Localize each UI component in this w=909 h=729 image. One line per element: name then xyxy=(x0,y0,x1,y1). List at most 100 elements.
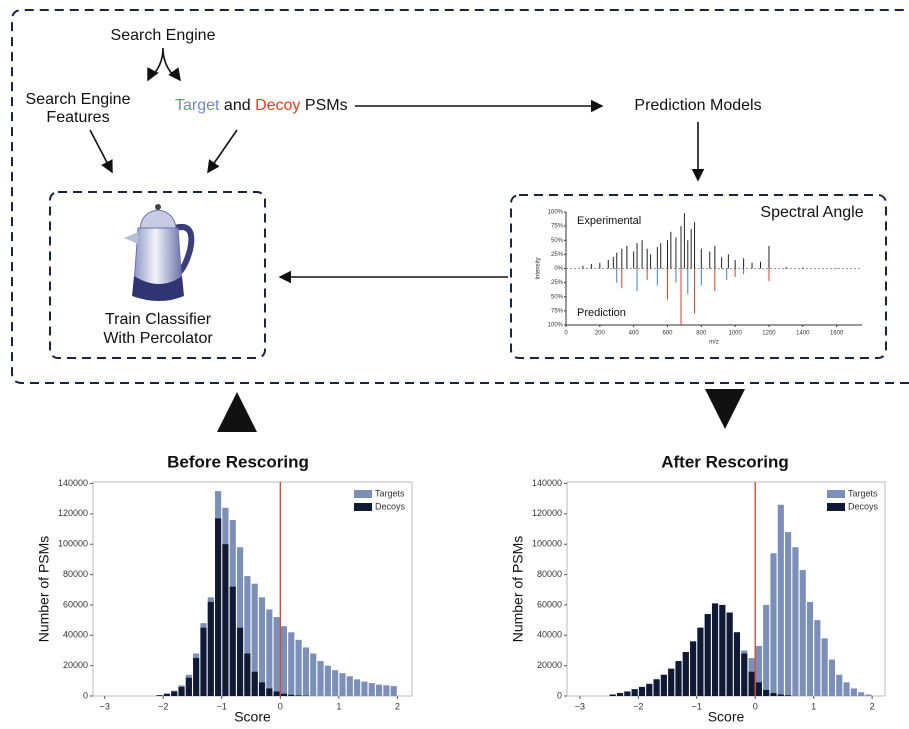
bar xyxy=(208,602,214,696)
bar xyxy=(778,505,784,696)
bar xyxy=(697,628,703,696)
series-label: Experimental xyxy=(577,215,641,227)
series-label: Prediction xyxy=(577,307,626,319)
bar xyxy=(259,597,265,696)
bar xyxy=(332,670,338,696)
bar xyxy=(778,694,784,696)
y-tick-label: 25% xyxy=(551,280,564,286)
bar xyxy=(215,518,221,696)
bar xyxy=(325,666,331,696)
x-tick-label: 1600 xyxy=(830,331,844,337)
bar xyxy=(683,652,689,696)
x-tick-label: −3 xyxy=(100,701,110,711)
x-tick-label: −2 xyxy=(158,701,168,711)
legend-swatch xyxy=(827,503,845,511)
label: With Percolator xyxy=(103,330,213,347)
legend-label: Targets xyxy=(375,488,405,498)
label: and xyxy=(224,97,251,114)
y-axis-label: Number of PSMs xyxy=(36,536,52,643)
bar xyxy=(281,626,287,696)
label: Target xyxy=(175,97,220,114)
bar xyxy=(237,628,243,696)
bar xyxy=(719,605,725,696)
x-tick-label: 0 xyxy=(753,701,758,711)
bar xyxy=(296,640,302,696)
bar xyxy=(281,694,287,696)
x-axis-label: Score xyxy=(708,709,745,725)
legend-swatch xyxy=(354,490,372,498)
bar xyxy=(792,547,798,696)
bar xyxy=(230,587,236,696)
legend-label: Targets xyxy=(848,488,878,498)
x-tick-label: 800 xyxy=(696,331,707,337)
bar xyxy=(836,675,842,696)
bar xyxy=(252,672,258,696)
legend-label: Decoys xyxy=(375,501,406,511)
y-tick-label: 40000 xyxy=(537,630,562,640)
label: Train Classifier xyxy=(105,311,212,328)
x-tick-label: 600 xyxy=(662,331,673,337)
bar xyxy=(785,532,791,696)
bar xyxy=(369,683,375,696)
bar xyxy=(624,691,630,696)
y-tick-label: 80000 xyxy=(537,569,562,579)
y-tick-label: 120000 xyxy=(532,508,562,518)
label: Features xyxy=(46,109,109,126)
bar xyxy=(763,690,769,696)
bar xyxy=(244,654,250,696)
bar xyxy=(361,682,367,696)
bar xyxy=(785,695,791,696)
x-axis-label: Score xyxy=(234,709,271,725)
label: Decoy xyxy=(255,97,300,114)
x-tick-label: 1200 xyxy=(762,331,776,337)
bar xyxy=(310,654,316,696)
bar xyxy=(617,693,623,696)
y-tick-label: 75% xyxy=(551,308,564,314)
bar xyxy=(661,675,667,696)
bar xyxy=(288,632,294,696)
bar xyxy=(800,570,806,696)
x-tick-label: 1000 xyxy=(728,331,742,337)
y-tick-label: 20000 xyxy=(63,660,88,670)
y-tick-label: 60000 xyxy=(537,599,562,609)
bar xyxy=(843,682,849,696)
x-axis-label: m/z xyxy=(709,340,719,346)
y-tick-label: 50% xyxy=(551,238,564,244)
bar xyxy=(770,553,776,696)
bar xyxy=(157,695,163,696)
x-tick-label: −1 xyxy=(692,701,702,711)
bar xyxy=(354,679,360,696)
x-tick-label: 0 xyxy=(564,331,568,337)
bar xyxy=(822,638,828,696)
y-tick-label: 100% xyxy=(548,210,564,216)
label: PSMs xyxy=(305,97,348,114)
bar xyxy=(288,695,294,696)
bar xyxy=(829,660,835,696)
y-tick-label: 140000 xyxy=(58,478,88,488)
x-tick-label: 400 xyxy=(629,331,640,337)
bar xyxy=(376,685,382,696)
bar xyxy=(675,661,681,696)
legend-label: Decoys xyxy=(848,501,879,511)
label: Target and Decoy PSMs xyxy=(175,97,348,114)
bar xyxy=(734,632,740,696)
y-tick-label: 50% xyxy=(551,294,564,300)
bar xyxy=(178,687,184,696)
label: Prediction Models xyxy=(634,97,761,114)
bar xyxy=(712,603,718,696)
bar xyxy=(741,654,747,696)
bar xyxy=(865,694,871,696)
label: Search Engine xyxy=(111,27,216,44)
bar xyxy=(303,647,309,696)
bar xyxy=(654,679,660,696)
percolator-icon xyxy=(124,204,191,301)
bar xyxy=(851,688,857,696)
x-tick-label: 1 xyxy=(336,701,341,711)
bar xyxy=(610,694,616,696)
bar xyxy=(632,689,638,696)
label: Spectral Angle xyxy=(760,204,863,221)
chart-title: Before Rescoring xyxy=(167,452,309,471)
bar xyxy=(391,686,397,696)
bar xyxy=(705,614,711,696)
bar xyxy=(347,676,353,696)
